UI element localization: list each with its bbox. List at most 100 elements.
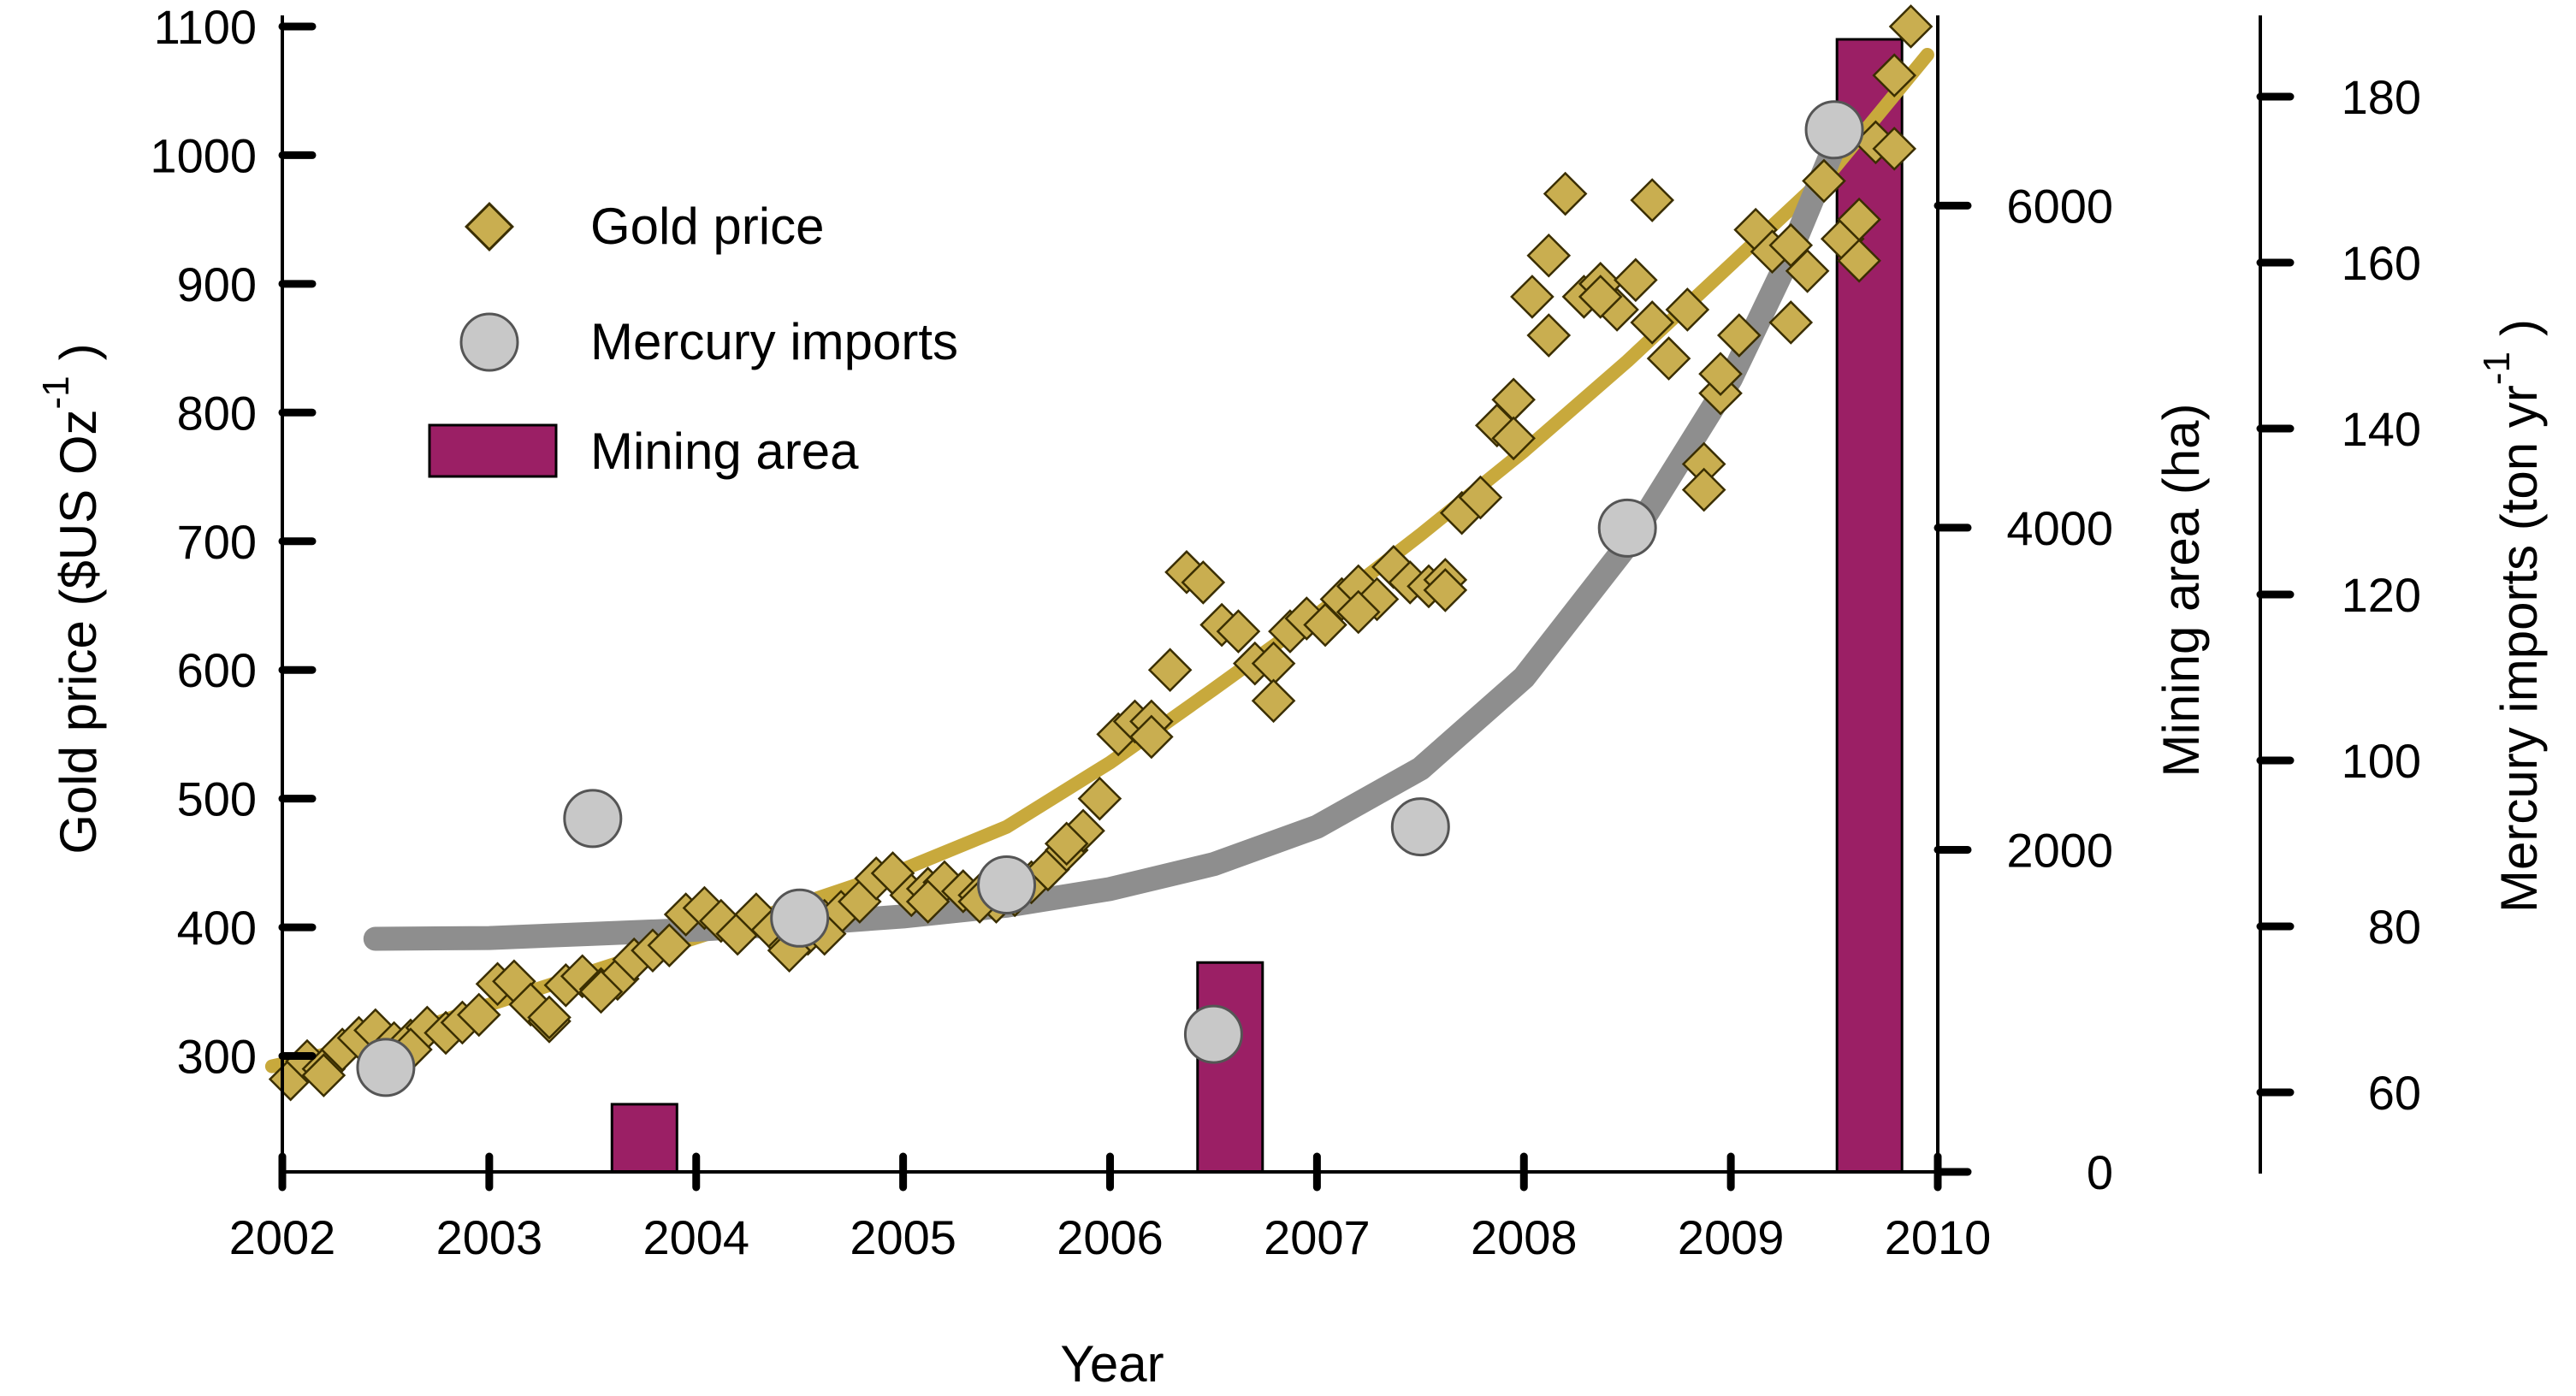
y-left-tick-label: 300	[177, 1030, 257, 1084]
legend-mercury-marker	[459, 312, 519, 372]
gold-price-point	[1646, 336, 1691, 381]
y-left-title-sup: -1	[35, 376, 77, 409]
legend-mercury-label: Mercury imports	[590, 313, 958, 370]
y-right1-tick-label: 6000	[2006, 179, 2113, 233]
y-left-tick-label: 500	[177, 772, 257, 826]
y-right2-tick-label: 120	[2342, 568, 2421, 622]
gold-price-point	[1614, 257, 1658, 303]
gold-price-point	[1768, 300, 1814, 345]
gold-price-point	[1888, 4, 1933, 49]
gold-price-point	[1251, 641, 1296, 686]
gold-price-point	[1630, 300, 1675, 345]
gold-price-point	[1698, 352, 1743, 396]
y-left-tick-label: 700	[177, 515, 257, 569]
y-left-title-main: Gold price ($US Oz	[50, 409, 107, 854]
mercury-import-points	[356, 100, 1864, 1097]
x-tick-label: 2005	[850, 1210, 956, 1264]
gold-price-point	[1543, 171, 1588, 216]
mercury-point	[1183, 1004, 1243, 1064]
legend: Gold price Mercury imports Mining area	[428, 198, 958, 480]
x-tick-label: 2006	[1057, 1210, 1164, 1264]
gold-price-point	[527, 995, 571, 1040]
x-tick-label: 2003	[436, 1210, 543, 1264]
gold-price-point	[1872, 53, 1917, 98]
gold-price-point	[1044, 821, 1089, 867]
x-tick-label: 2004	[643, 1210, 749, 1264]
mercury-point	[977, 855, 1037, 914]
mercury-point	[1597, 498, 1657, 558]
y-right2-tick-label: 180	[2342, 70, 2421, 124]
x-tick-label: 2007	[1264, 1210, 1371, 1264]
gold-price-point	[647, 923, 692, 967]
x-axis-title: Year	[1060, 1335, 1164, 1393]
gold-price-point	[1458, 475, 1503, 520]
gold-price-point	[1216, 609, 1261, 654]
gold-price-point	[1630, 178, 1675, 222]
axes	[281, 15, 2262, 1174]
gold-price-trend-line	[264, 48, 1934, 1074]
y-left-tick-label: 400	[177, 901, 257, 955]
gold-price-point	[1802, 158, 1846, 204]
gold-price-point	[1785, 248, 1830, 293]
gold-price-point	[1491, 416, 1536, 461]
gold-price-point	[1423, 568, 1468, 612]
gold-price-point	[1077, 776, 1122, 821]
y-left-tick-label: 800	[177, 386, 257, 440]
y-right2-tick-label: 140	[2342, 402, 2421, 456]
y-left-tick-label: 900	[177, 257, 257, 311]
y-right2-tick-label: 60	[2368, 1066, 2421, 1120]
axis-ticks: 2002 2003 2004 2005 2006 2007 2008 2009 2010 300 4…	[150, 0, 2421, 1264]
gold-price-point	[1251, 678, 1296, 724]
x-tick-label: 2002	[229, 1210, 336, 1264]
gold-price-point	[1526, 233, 1572, 278]
y-right2-tick-label: 160	[2342, 236, 2421, 290]
legend-gold-marker	[465, 202, 514, 251]
y-left-tick-label: 600	[177, 643, 257, 697]
mercury-point	[770, 888, 830, 948]
legend-gold-label: Gold price	[590, 198, 824, 255]
mining-area-bar	[610, 1103, 678, 1174]
gold-price-point	[1665, 287, 1710, 332]
gold-price-point	[1510, 275, 1554, 319]
x-tick-label: 2009	[1678, 1210, 1785, 1264]
gold-price-point	[1181, 560, 1226, 605]
mercury-point	[563, 789, 623, 849]
gold-price-point	[456, 992, 501, 1038]
gold-price-point	[1147, 648, 1193, 693]
gold-price-point	[1716, 313, 1762, 358]
y-right2-tick-label: 100	[2342, 734, 2421, 788]
x-tick-label: 2008	[1471, 1210, 1578, 1264]
x-tick-label: 2010	[1885, 1210, 1992, 1264]
y-right2-title-main: Mercury imports (ton yr	[2490, 385, 2548, 913]
y-right2-axis-title: Mercury imports (ton yr-1)	[2476, 319, 2548, 913]
gold-price-point	[1491, 377, 1536, 423]
legend-mining-label: Mining area	[590, 423, 859, 480]
y-right2-title-close: )	[2490, 319, 2548, 336]
gold-price-point	[905, 879, 950, 924]
gold-price-point	[301, 1053, 346, 1097]
legend-mining-marker	[428, 423, 558, 478]
mercury-point	[1804, 100, 1864, 160]
mining-area-bar	[1196, 961, 1264, 1174]
gold-price-point	[1872, 127, 1917, 171]
trend-lines	[264, 48, 1934, 1074]
y-right1-tick-label: 2000	[2006, 823, 2113, 877]
y-right2-title-sup: -1	[2476, 352, 2518, 385]
gold-price-point	[1681, 441, 1726, 487]
gold-price-point	[1526, 313, 1572, 358]
gold-price-point	[1129, 714, 1174, 760]
y-left-axis-title: Gold price ($US Oz-1)	[35, 343, 107, 854]
mercury-point	[356, 1038, 416, 1097]
y-right1-tick-label: 4000	[2006, 501, 2113, 555]
y-left-title-close: )	[50, 343, 107, 360]
y-right1-axis-title: Mining area (ha)	[2153, 404, 2210, 778]
gold-price-point	[1837, 197, 1881, 242]
mercury-point	[1390, 797, 1450, 857]
y-right2-tick-label: 80	[2368, 900, 2421, 954]
gold-price-point	[1578, 275, 1623, 319]
gold-price-point	[578, 969, 624, 1014]
mercury-trend-line	[363, 134, 1847, 951]
y-right1-tick-label: 0	[2087, 1145, 2113, 1199]
gold-price-point	[1837, 238, 1881, 283]
